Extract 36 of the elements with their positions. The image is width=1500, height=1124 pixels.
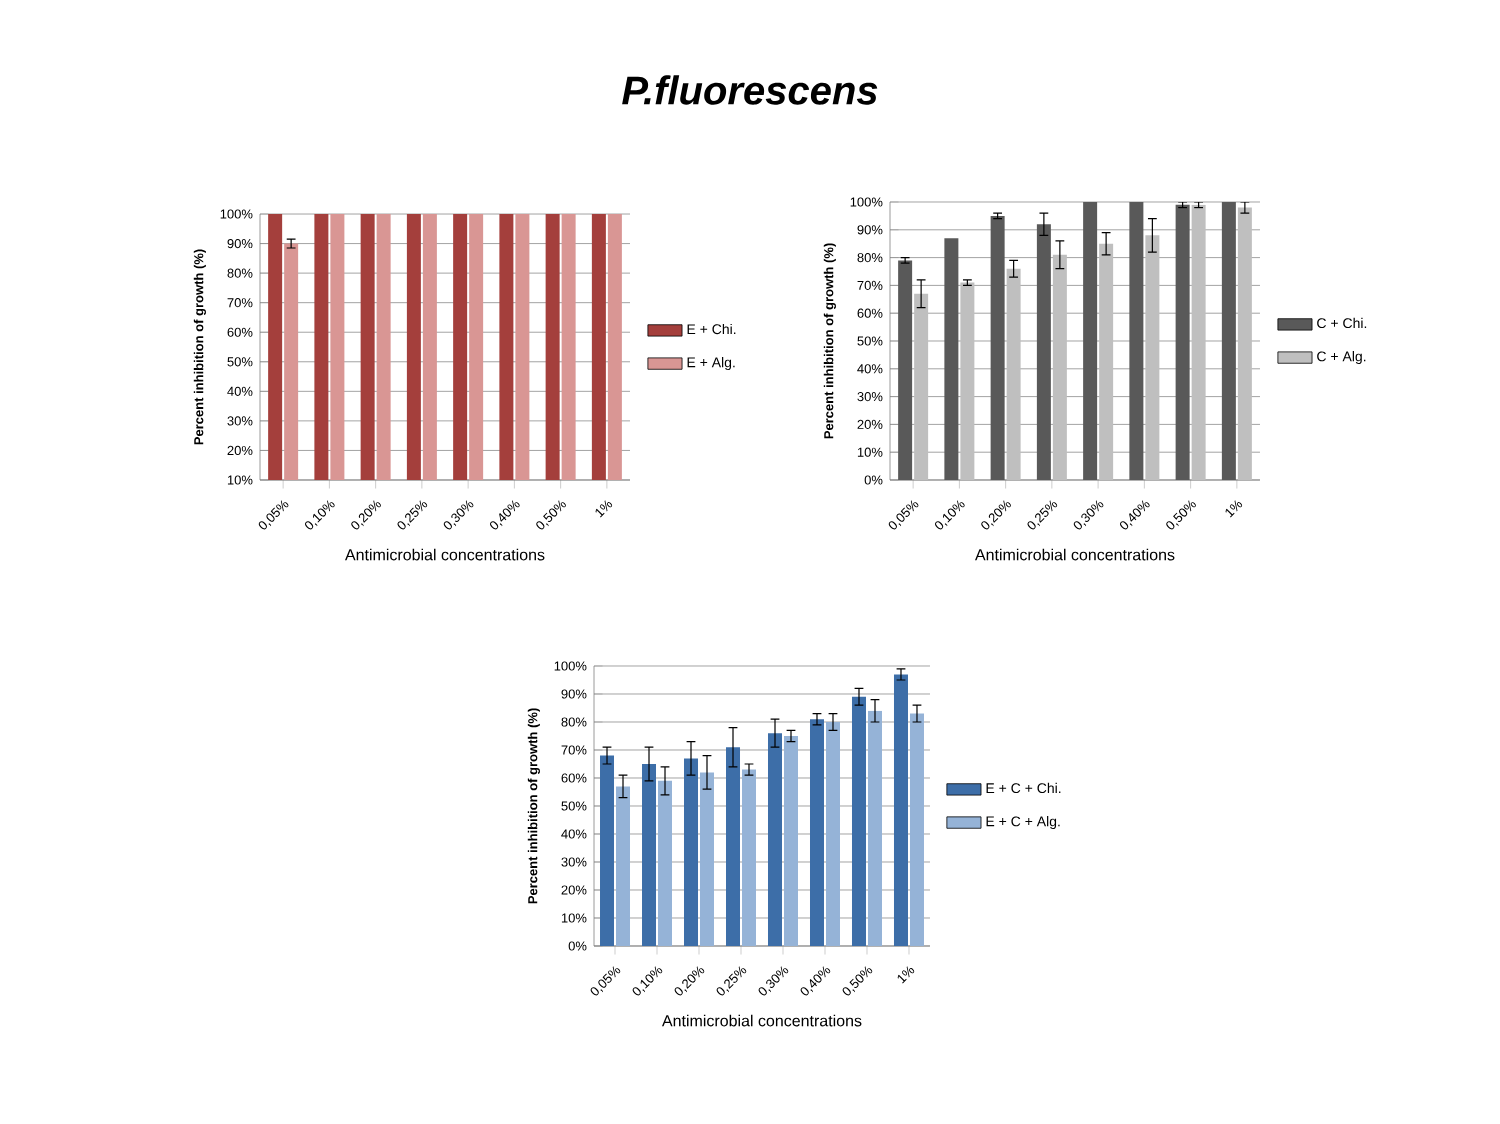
bar: [909, 713, 924, 946]
bar: [658, 780, 672, 946]
bar: [851, 696, 866, 946]
bar: [1129, 202, 1144, 480]
bar: [742, 769, 756, 946]
bar: [990, 215, 1005, 480]
bar: [1099, 243, 1114, 480]
x-axis-title: Antimicrobial concentrations: [661, 1014, 862, 1027]
bar: [642, 763, 657, 946]
bar: [1036, 224, 1051, 480]
bar: [726, 747, 741, 946]
bar: [600, 755, 615, 946]
bar: [1006, 268, 1021, 480]
bar: [1237, 207, 1252, 480]
bar: [1083, 202, 1098, 480]
bar: [944, 238, 959, 480]
bar: [1175, 204, 1190, 480]
bar: [684, 758, 699, 946]
x-axis-title: Antimicrobial concentrations: [345, 548, 545, 561]
bar: [1145, 235, 1160, 480]
text: P.fluorescens: [622, 75, 878, 105]
bar: [768, 733, 782, 946]
bar: [868, 710, 882, 946]
bar: [784, 736, 798, 946]
bar: [914, 293, 929, 480]
x-axis-title: Antimicrobial concentrations: [974, 548, 1175, 561]
bar: [810, 719, 824, 946]
bar: [1221, 202, 1236, 480]
bar: [898, 260, 913, 480]
bar: [960, 282, 975, 480]
bar: [893, 674, 908, 946]
bar: [826, 721, 840, 946]
bar: [1052, 254, 1067, 480]
bar: [700, 772, 714, 946]
bar: [1191, 204, 1206, 480]
bar: [616, 786, 631, 946]
